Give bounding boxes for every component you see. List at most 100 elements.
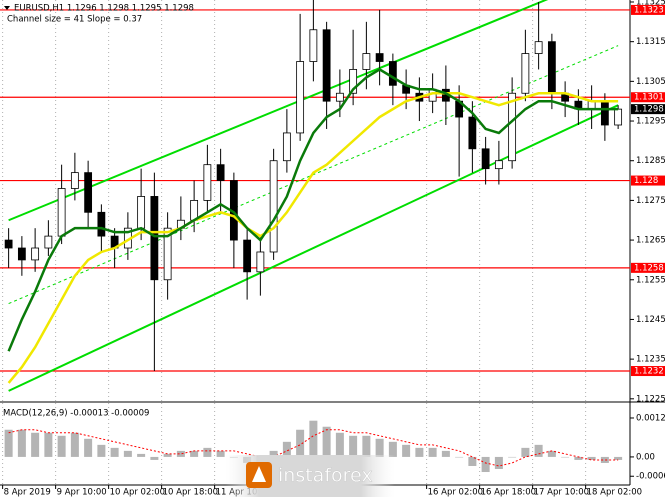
candle-body (600, 100, 609, 126)
candle-body (163, 227, 172, 281)
macd-bar (362, 435, 371, 457)
candle-body (375, 53, 384, 62)
macd-bar (402, 444, 411, 457)
level-label: 1.1258 (634, 263, 664, 273)
level-label: 1.1323 (634, 5, 664, 15)
macd-bar (150, 456, 159, 460)
moving-average (7, 67, 619, 352)
candle-body (508, 92, 517, 162)
macd-bar (494, 456, 503, 469)
level-label: 1.1232 (634, 367, 664, 377)
candle-body (137, 196, 146, 229)
x-tick-label: 16 Apr 02:00 (428, 488, 483, 498)
macd-bar (547, 450, 556, 457)
candle-body (494, 160, 503, 170)
channel-line (8, 104, 619, 392)
candle-body (362, 53, 371, 70)
macd-title: MACD(12,26,9) -0.00013 -0.00009 (3, 409, 149, 419)
candle-body (4, 239, 13, 249)
y-tick-label: 1.1255 (636, 275, 665, 285)
candle-body (388, 61, 397, 86)
macd-bar (455, 456, 464, 458)
candle-body (269, 160, 278, 253)
macd-bar (44, 432, 53, 457)
candle-body (296, 61, 305, 134)
x-tick-label: 8 Apr 2019 (4, 488, 51, 498)
y-tick-label: 1.1285 (636, 156, 665, 166)
candle-body (203, 164, 212, 201)
macd-bar (428, 447, 437, 457)
candle-body (216, 164, 225, 181)
y-tick-label: 1.1305 (636, 77, 665, 87)
macd-bar (388, 441, 397, 457)
y-tick-label: 1.1245 (636, 315, 665, 325)
candle-body (84, 172, 93, 213)
x-tick-label: 18 Apr 02:00 (587, 488, 642, 498)
macd-bar (309, 420, 318, 457)
y-tick-label: 1.1265 (636, 236, 665, 246)
candle-body (44, 235, 53, 249)
level-label: 1.1301 (634, 93, 664, 103)
macd-y-tick-label: -0.00064 (636, 472, 665, 482)
candle-body (31, 247, 40, 261)
channel-line (8, 0, 549, 222)
level-tag (631, 92, 665, 103)
macd-bar (137, 453, 146, 457)
candle-body (614, 108, 623, 126)
y-tick-label: 1.1325 (636, 0, 665, 7)
macd-bar (561, 456, 570, 458)
macd-bar (481, 456, 490, 473)
macd-y-tick-label: 0.00129 (636, 413, 665, 423)
macd-bar (614, 456, 623, 460)
macd-bar (534, 444, 543, 457)
x-tick-label: 9 Apr 10:00 (57, 488, 107, 498)
current-price-tag (631, 104, 665, 115)
candle-body (322, 29, 331, 102)
macd-bar (322, 426, 331, 457)
macd-bar (176, 450, 185, 457)
macd-bar (587, 456, 596, 460)
macd-bar (97, 444, 106, 457)
candle-body (468, 116, 477, 150)
macd-bar (57, 435, 66, 457)
y-tick-label: 1.1315 (636, 37, 665, 47)
macd-panel (2, 403, 623, 485)
macd-bar (17, 429, 26, 457)
candle-body (309, 29, 318, 62)
y-tick-label: 1.1295 (636, 117, 665, 127)
macd-bar (269, 450, 278, 457)
watermark-text: instaforex (278, 465, 373, 487)
moving-average (7, 92, 619, 384)
candle-body (481, 148, 490, 170)
candle-body (349, 69, 358, 94)
candle-body (547, 41, 556, 94)
chart-title: EURUSD,H1 1.1296 1.1298 1.1295 1.1298 (14, 4, 194, 14)
x-tick-label: 10 Apr 18:00 (163, 488, 218, 498)
y-tick-label: 1.1225 (636, 394, 665, 404)
macd-bar (31, 432, 40, 457)
macd-bar (84, 438, 93, 457)
watermark: instaforex (225, 455, 395, 497)
level-tag (631, 262, 665, 273)
macd-bar (4, 429, 13, 457)
macd-bar (521, 447, 530, 457)
level-tag (631, 175, 665, 186)
watermark-logo-mark (252, 466, 266, 482)
macd-bar (574, 456, 583, 460)
macd-bar (508, 456, 517, 458)
candle-body (256, 251, 265, 273)
macd-bar (441, 450, 450, 457)
candle-body (521, 53, 530, 94)
macd-bar (349, 435, 358, 457)
price-panel (0, 0, 630, 401)
macd-bar (600, 456, 609, 463)
macd-bar (203, 447, 212, 457)
macd-bar (375, 438, 384, 457)
candle-body (97, 211, 106, 237)
candle-body (534, 41, 543, 54)
x-tick-label: 16 Apr 18:00 (481, 488, 536, 498)
macd-bar (70, 432, 79, 457)
